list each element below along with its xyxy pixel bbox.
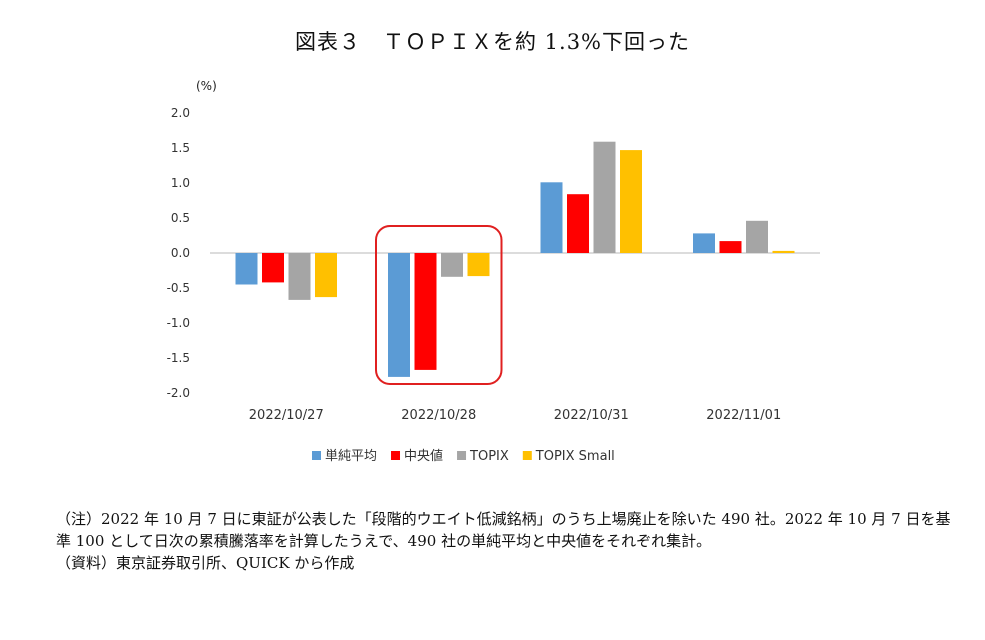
y-tick-label: -2.0 [167,386,190,400]
chart-notes: （注）2022 年 10 月 7 日に東証が公表した「段階的ウエイト低減銘柄」の… [56,508,956,574]
y-tick-label: 1.0 [171,176,190,190]
legend-swatch [312,451,321,460]
bar [746,220,768,253]
bar [235,253,258,285]
bar [467,253,490,277]
bar [693,233,715,253]
bar [315,253,337,298]
y-tick-label: 0.5 [171,211,190,225]
legend-swatch [522,451,532,460]
bar [719,241,742,253]
source-text: （資料）東京証券取引所、QUICK から作成 [56,554,355,572]
y-tick-label: 0.0 [171,246,190,260]
bar [262,253,284,283]
x-tick-label: 2022/10/31 [554,408,629,423]
y-axis-label: (%) [196,79,217,93]
bar [567,194,589,253]
legend-label: TOPIX Small [535,449,615,464]
bar [414,253,437,370]
y-tick-label: 1.5 [171,141,190,155]
legend-swatch [391,451,401,460]
bar [540,182,563,253]
bar [441,253,463,277]
y-tick-label: -1.0 [167,316,190,330]
x-tick-label: 2022/10/28 [401,408,476,423]
bar [288,253,311,300]
bar [388,253,410,377]
chart-title: 図表３ ＴＯＰＩＸを約 1.3%下回った [294,30,691,54]
x-tick-label: 2022/10/27 [249,408,324,423]
note-text: （注）2022 年 10 月 7 日に東証が公表した「段階的ウエイト低減銘柄」の… [56,510,951,550]
x-tick-label: 2022/11/01 [706,408,781,423]
y-tick-label: 2.0 [171,106,190,120]
highlight-box [375,225,503,385]
bar-chart: (%) 2.0 1.5 1.0 0.5 0.0 -0.5 -1.0 -1.5 -2.0 2022/1… [167,79,820,464]
legend-label: TOPIX [469,449,509,464]
legend-label: 中央値 [404,448,443,464]
y-tick-label: -0.5 [167,281,190,295]
bar [620,150,642,253]
bar [593,141,616,253]
y-tick-label: -1.5 [167,351,190,365]
legend-swatch [457,451,467,460]
legend-label: 単純平均 [325,448,377,464]
bar [772,250,795,253]
